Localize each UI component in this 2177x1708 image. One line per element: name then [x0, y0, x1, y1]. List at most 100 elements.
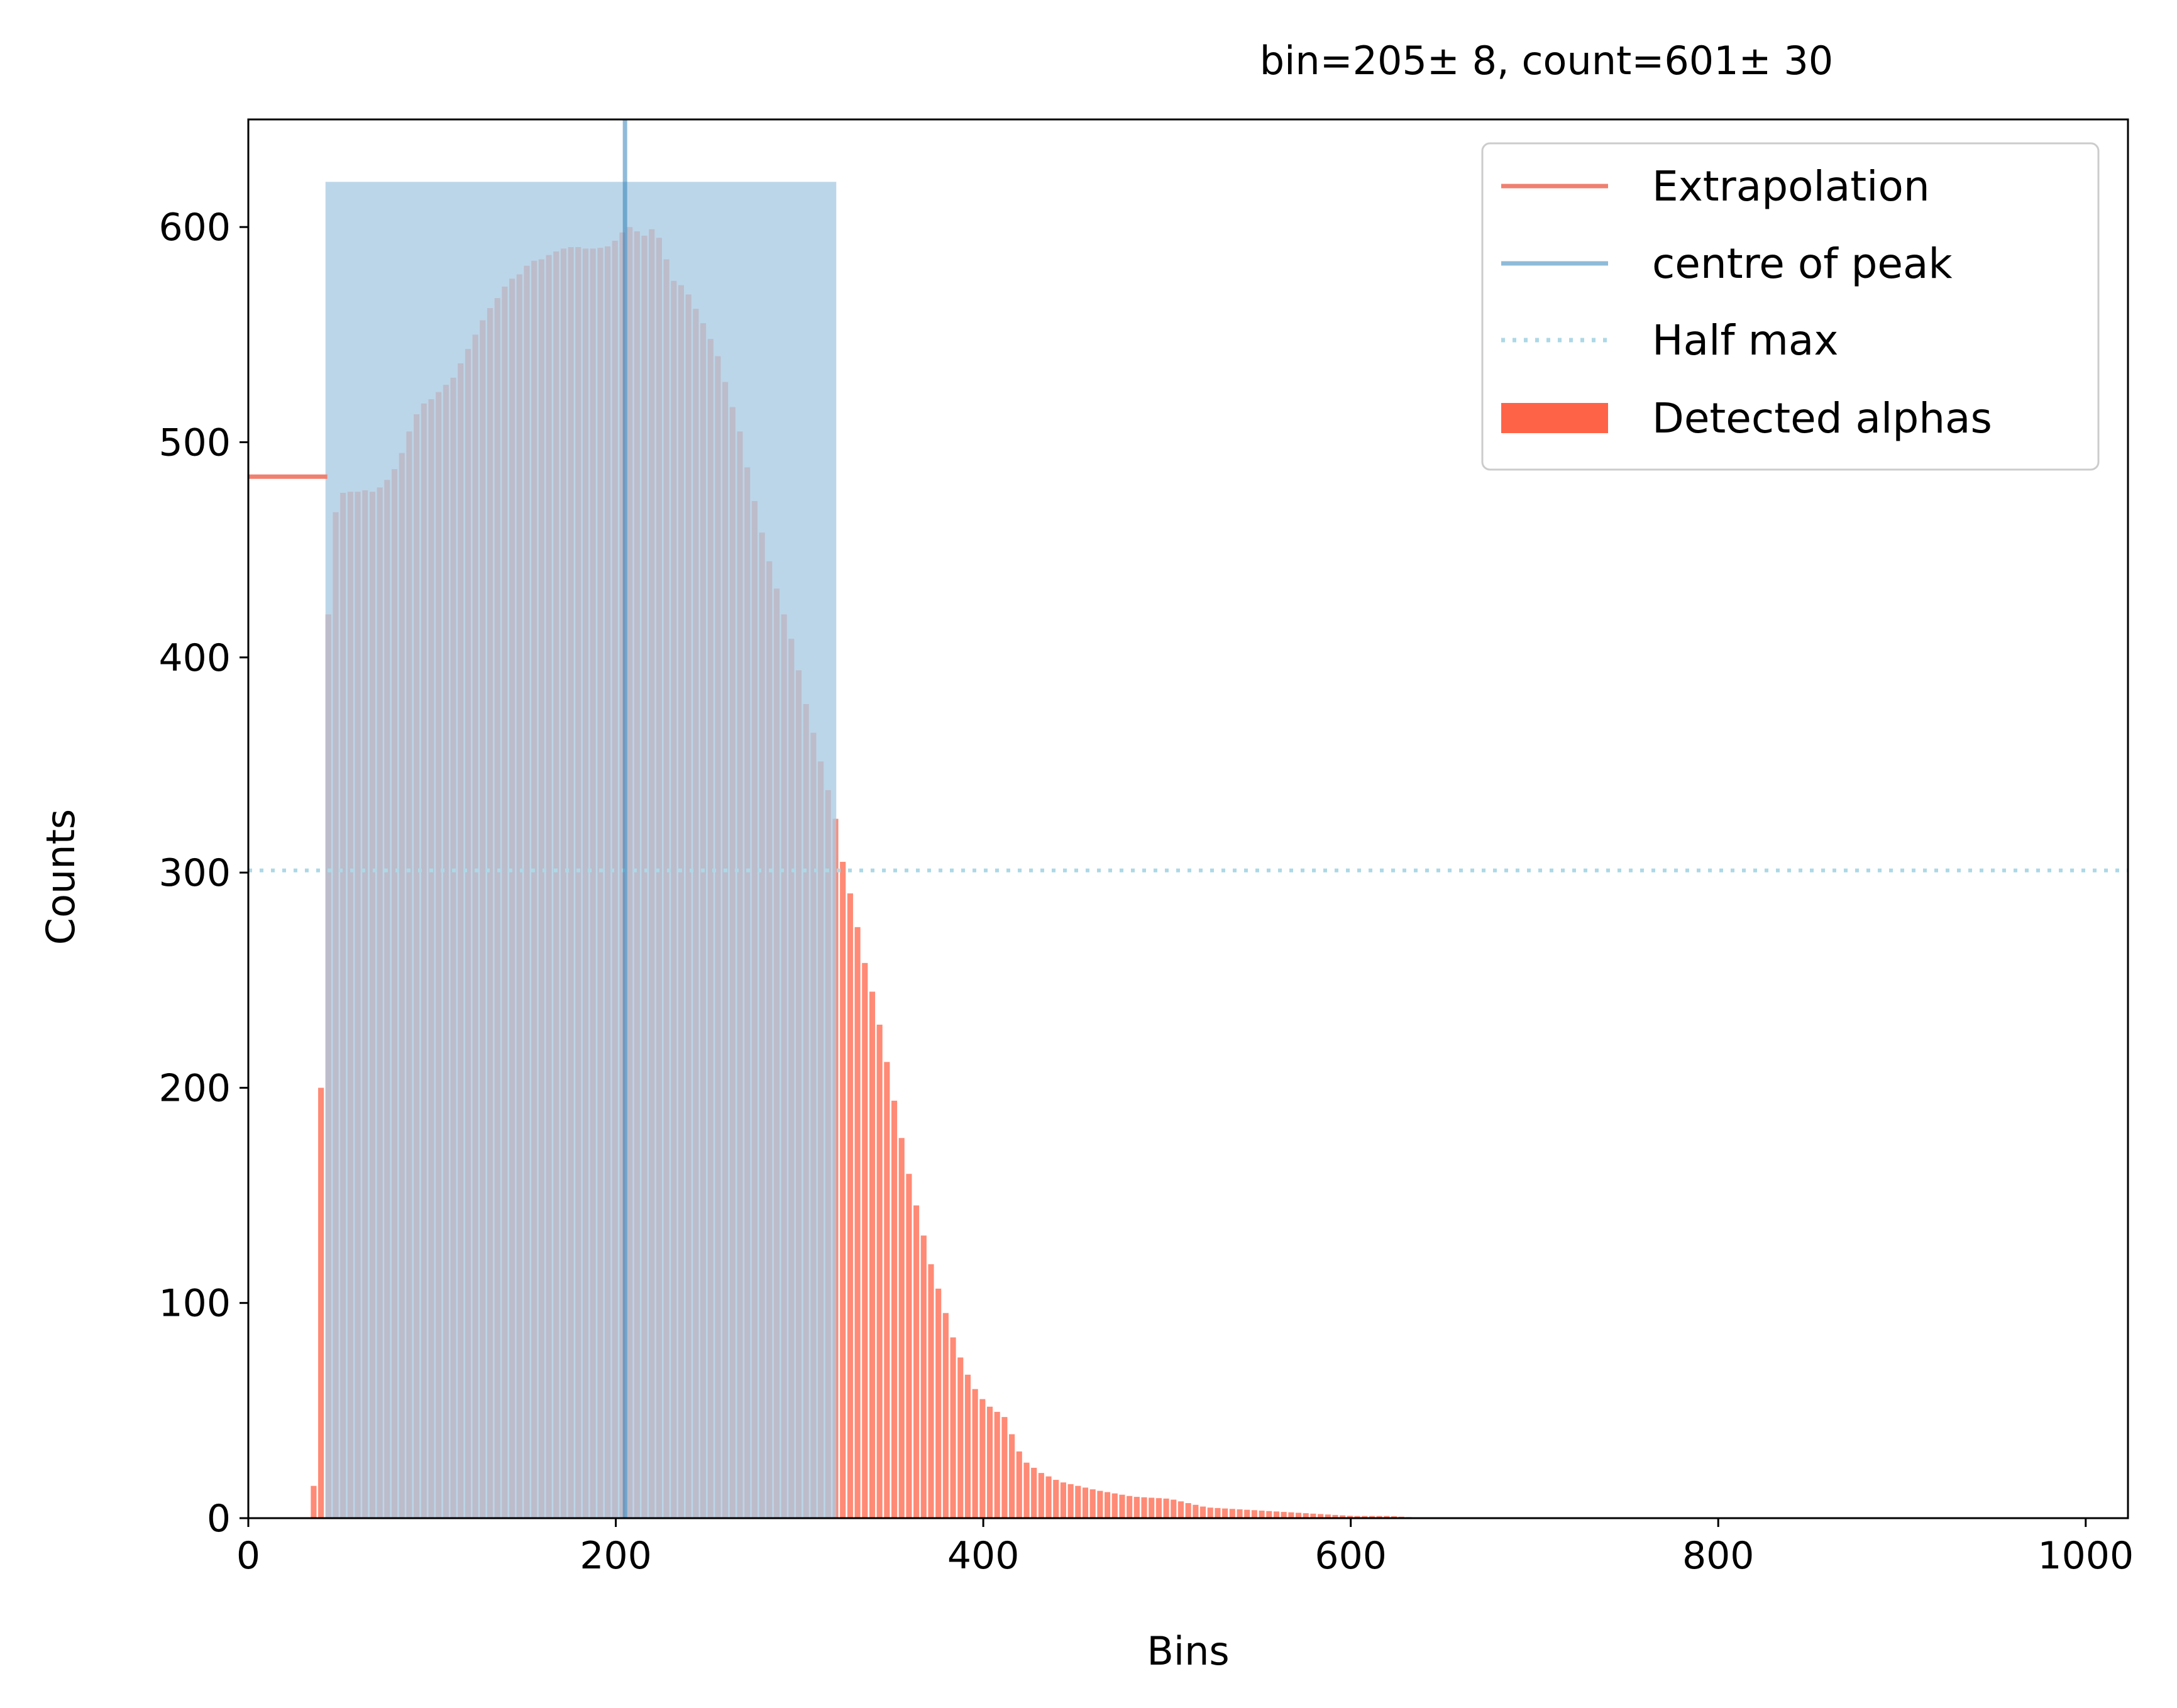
- histogram-bar: [1215, 1507, 1221, 1518]
- histogram-bar: [1325, 1514, 1331, 1518]
- y-tick-label: 300: [158, 851, 231, 895]
- histogram-bar: [1237, 1509, 1243, 1518]
- histogram-bar: [1060, 1482, 1066, 1518]
- histogram-bar: [1075, 1485, 1081, 1518]
- histogram-bar: [1133, 1497, 1140, 1518]
- histogram-bar: [1347, 1516, 1353, 1518]
- histogram-bar: [1097, 1490, 1103, 1518]
- histogram-bar: [1281, 1512, 1287, 1518]
- histogram-bar: [1082, 1487, 1089, 1518]
- x-tick-label: 800: [1682, 1534, 1755, 1578]
- y-axis-ticks: 0 100 200 300 400 500 600: [158, 206, 248, 1541]
- legend-label-detected: Detected alphas: [1652, 394, 1992, 443]
- histogram-bar: [1391, 1516, 1397, 1518]
- histogram-bar: [1089, 1489, 1096, 1518]
- histogram-bar: [957, 1357, 964, 1518]
- histogram-bar: [1045, 1476, 1052, 1518]
- peak-region-band: [325, 182, 837, 1518]
- histogram-bar: [1295, 1512, 1302, 1518]
- histogram-bar: [854, 927, 861, 1518]
- histogram-bar: [1155, 1498, 1162, 1518]
- histogram-bar: [1023, 1462, 1030, 1518]
- histogram-bar: [1384, 1516, 1390, 1518]
- histogram-bar: [1177, 1501, 1184, 1518]
- histogram-bar: [1362, 1516, 1368, 1518]
- legend-label-extrapolation: Extrapolation: [1652, 162, 1930, 211]
- x-tick-label: 600: [1314, 1534, 1387, 1578]
- x-tick-label: 400: [947, 1534, 1020, 1578]
- x-tick-label: 0: [236, 1534, 260, 1578]
- histogram-bar: [1016, 1451, 1022, 1518]
- x-axis-ticks: 0 200 400 600 800 1000: [236, 1518, 2134, 1578]
- histogram-bar: [972, 1389, 978, 1518]
- histogram-bar: [994, 1411, 1000, 1518]
- histogram-bar: [913, 1205, 920, 1518]
- x-tick-label: 1000: [2037, 1534, 2134, 1578]
- legend-swatch-detected: [1501, 403, 1608, 433]
- histogram-bar: [1266, 1511, 1272, 1518]
- histogram-bar: [1111, 1493, 1118, 1518]
- histogram-bar: [920, 1235, 927, 1518]
- histogram-bar: [1354, 1516, 1360, 1518]
- histogram-bar: [847, 893, 853, 1518]
- histogram-bar: [891, 1100, 898, 1518]
- reference-lines: [248, 119, 2128, 1518]
- legend-box: [1481, 142, 2100, 471]
- histogram-bar: [1009, 1434, 1015, 1518]
- histogram-bar: [876, 1024, 883, 1518]
- histogram-bar: [1273, 1511, 1280, 1518]
- histogram-bar: [1288, 1512, 1294, 1518]
- histogram-bar: [1310, 1513, 1316, 1518]
- histogram-bar: [1259, 1511, 1265, 1518]
- histogram-bar: [1141, 1497, 1147, 1518]
- histogram-bar: [1163, 1498, 1169, 1518]
- histogram-bar: [986, 1406, 993, 1518]
- y-axis-label: Counts: [38, 809, 84, 945]
- histogram-bar: [1119, 1494, 1125, 1518]
- histogram-bar: [1171, 1499, 1177, 1518]
- x-axis-label: Bins: [1147, 1628, 1229, 1674]
- histogram-bar: [1207, 1507, 1213, 1518]
- histogram-bar: [979, 1399, 986, 1518]
- histogram-bar: [1127, 1496, 1133, 1518]
- histogram-bar: [1149, 1497, 1155, 1518]
- histogram-bar: [942, 1313, 949, 1518]
- histogram-bar: [964, 1374, 971, 1518]
- chart-title: bin=205± 8, count=601± 30: [1260, 38, 1833, 84]
- histogram-bar: [928, 1264, 934, 1518]
- histogram-bar: [1067, 1484, 1074, 1518]
- histogram-bar: [1185, 1503, 1191, 1518]
- histogram-bar: [1376, 1516, 1382, 1518]
- legend-label-halfmax: Half max: [1652, 316, 1838, 365]
- histogram-bar: [1369, 1516, 1375, 1518]
- histogram-bar: [862, 962, 868, 1518]
- histogram-bar: [869, 991, 876, 1518]
- histogram-bar: [1001, 1417, 1008, 1518]
- histogram-bar: [1340, 1515, 1346, 1518]
- histogram-bar: [1251, 1510, 1257, 1518]
- y-tick-label: 200: [158, 1066, 231, 1110]
- histogram-bar: [1332, 1514, 1338, 1518]
- histogram-bar: [1053, 1480, 1059, 1518]
- y-tick-label: 100: [158, 1282, 231, 1326]
- legend-label-centre: centre of peak: [1652, 240, 1953, 288]
- histogram-bar: [1229, 1509, 1235, 1518]
- histogram-bar: [1222, 1508, 1228, 1518]
- y-tick-label: 0: [207, 1497, 231, 1541]
- histogram-bar: [906, 1174, 912, 1518]
- histogram-bar: [311, 1485, 317, 1518]
- y-tick-label: 600: [158, 206, 231, 250]
- histogram-bar: [1244, 1509, 1250, 1518]
- histogram-bar: [884, 1062, 890, 1518]
- histogram-bar: [898, 1138, 905, 1518]
- histogram-bar: [1303, 1513, 1309, 1518]
- y-tick-label: 400: [158, 636, 231, 680]
- y-tick-label: 500: [158, 421, 231, 465]
- histogram-bar: [1193, 1504, 1199, 1518]
- histogram-bar: [1199, 1506, 1206, 1518]
- histogram-bar: [1031, 1467, 1037, 1518]
- x-tick-label: 200: [580, 1534, 652, 1578]
- histogram-bar: [950, 1337, 956, 1518]
- plot-frame: [247, 118, 2129, 1519]
